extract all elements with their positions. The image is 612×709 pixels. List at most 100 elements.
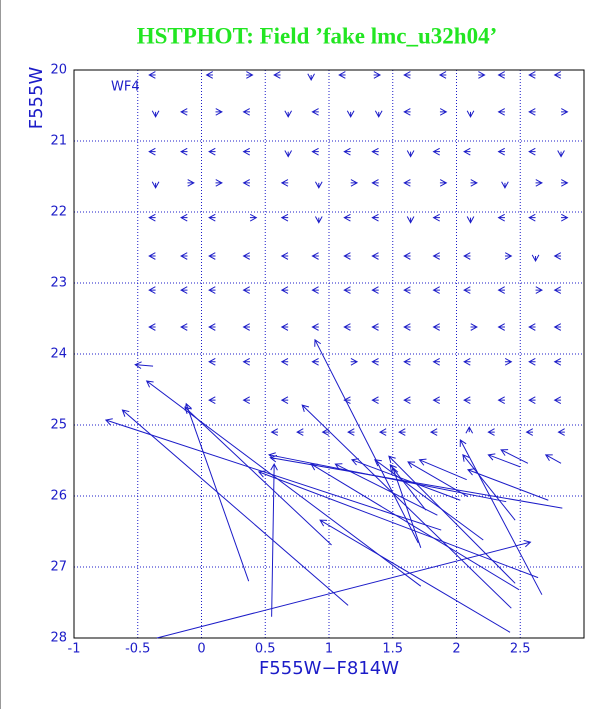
arrow	[246, 71, 254, 79]
arrow	[553, 252, 562, 260]
arrow	[561, 179, 569, 187]
arrow	[311, 108, 319, 116]
arrow	[208, 323, 216, 331]
arrow	[311, 323, 319, 331]
arrow	[371, 147, 379, 156]
arrow	[148, 213, 156, 222]
arrow	[432, 358, 440, 366]
arrow	[215, 179, 223, 187]
arrow	[148, 252, 156, 260]
arrow	[432, 252, 440, 260]
arrow	[334, 463, 438, 516]
arrow	[151, 181, 160, 189]
arrow	[242, 396, 250, 404]
arrow	[553, 71, 562, 79]
arrow	[338, 71, 346, 79]
arrow	[350, 358, 359, 366]
arrow	[148, 147, 156, 156]
arrow	[205, 71, 213, 79]
y-axis-label: F555W	[26, 67, 47, 130]
arrow	[273, 71, 281, 79]
arrow	[315, 216, 323, 224]
arrow	[343, 213, 351, 222]
arrow	[544, 454, 562, 464]
arrow	[187, 179, 195, 187]
arrow	[497, 71, 505, 79]
arrow	[145, 380, 422, 587]
arrow	[432, 396, 440, 404]
arrow	[208, 213, 216, 222]
arrow	[242, 323, 250, 331]
arrow	[553, 396, 562, 404]
arrow	[314, 338, 419, 544]
x-tick-label: -1	[68, 642, 81, 657]
arrow	[242, 147, 250, 156]
arrow	[371, 396, 379, 404]
arrow	[398, 428, 406, 436]
arrow	[403, 252, 411, 260]
arrow	[180, 323, 188, 331]
arrow	[121, 409, 349, 606]
y-tick-label: 28	[50, 631, 67, 646]
arrow	[184, 406, 332, 546]
y-tick-label: 20	[50, 63, 67, 78]
y-tick-label: 21	[50, 134, 67, 149]
arrow	[311, 147, 319, 156]
arrow	[215, 108, 223, 116]
x-tick-label: 0	[197, 642, 205, 657]
arrow	[528, 323, 536, 331]
arrow	[535, 286, 543, 294]
arrow	[371, 179, 379, 187]
arrow	[429, 428, 438, 436]
arrow	[403, 179, 411, 187]
x-tick-label: 1	[325, 642, 333, 657]
arrow	[561, 213, 569, 222]
x-tick-label: 2	[452, 642, 460, 657]
arrow	[462, 454, 516, 521]
arrow	[463, 252, 471, 260]
arrow	[557, 150, 565, 158]
arrow	[180, 108, 188, 116]
arrow	[242, 179, 250, 187]
arrow	[296, 428, 304, 436]
arrow	[525, 428, 534, 436]
arrow	[528, 108, 536, 116]
arrow	[268, 452, 507, 503]
arrow	[242, 286, 250, 294]
arrow	[466, 216, 475, 224]
arrow	[242, 252, 250, 260]
arrow	[403, 323, 411, 331]
arrow	[528, 396, 536, 404]
arrow	[432, 147, 440, 156]
arrow	[208, 358, 216, 366]
arrow	[497, 396, 505, 404]
arrow	[374, 110, 383, 118]
arrow	[535, 179, 543, 187]
arrow	[470, 323, 478, 331]
arrow	[343, 323, 351, 331]
arrow	[371, 213, 379, 222]
arrow	[280, 213, 289, 222]
arrow	[463, 396, 471, 404]
arrow	[432, 286, 440, 294]
arrow	[378, 428, 387, 436]
arrow	[463, 147, 471, 156]
arrow	[280, 396, 289, 404]
arrow	[467, 468, 549, 501]
arrow	[478, 71, 486, 79]
arrow	[403, 286, 411, 294]
arrow	[343, 286, 351, 294]
arrow	[432, 323, 440, 331]
arrow	[180, 252, 188, 260]
arrow	[497, 323, 505, 331]
arrow	[208, 147, 216, 156]
arrow	[501, 181, 509, 189]
arrow	[557, 428, 565, 436]
arrow	[406, 216, 415, 224]
arrow	[257, 470, 539, 579]
arrow	[403, 71, 411, 79]
arrow	[466, 110, 475, 118]
arrow	[104, 418, 442, 531]
